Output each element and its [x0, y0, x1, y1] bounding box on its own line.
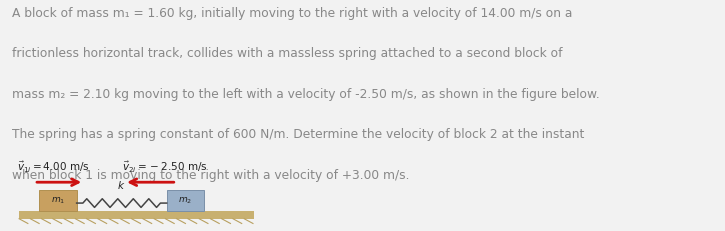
- Text: A block of mass m₁ = 1.60 kg, initially moving to the right with a velocity of 1: A block of mass m₁ = 1.60 kg, initially …: [12, 7, 572, 20]
- Text: frictionless horizontal track, collides with a massless spring attached to a sec: frictionless horizontal track, collides …: [12, 47, 562, 60]
- Text: $m_2$: $m_2$: [178, 195, 193, 206]
- Bar: [19, 211, 254, 219]
- Text: when block 1 is moving to the right with a velocity of +3.00 m/s.: when block 1 is moving to the right with…: [12, 169, 409, 182]
- Text: $k$: $k$: [117, 179, 126, 191]
- Text: mass m₂ = 2.10 kg moving to the left with a velocity of -2.50 m/s, as shown in t: mass m₂ = 2.10 kg moving to the left wit…: [12, 88, 600, 101]
- Text: The spring has a spring constant of 600 N/m. Determine the velocity of block 2 a: The spring has a spring constant of 600 …: [12, 128, 584, 141]
- Text: $\vec{v}_{2i}=-2.50$ m/s: $\vec{v}_{2i}=-2.50$ m/s: [122, 159, 207, 175]
- Text: $\vec{v}_{1i}=4.00$ m/s: $\vec{v}_{1i}=4.00$ m/s: [17, 159, 89, 175]
- Text: $m_1$: $m_1$: [51, 195, 65, 206]
- Bar: [167, 190, 204, 211]
- Bar: [39, 190, 77, 211]
